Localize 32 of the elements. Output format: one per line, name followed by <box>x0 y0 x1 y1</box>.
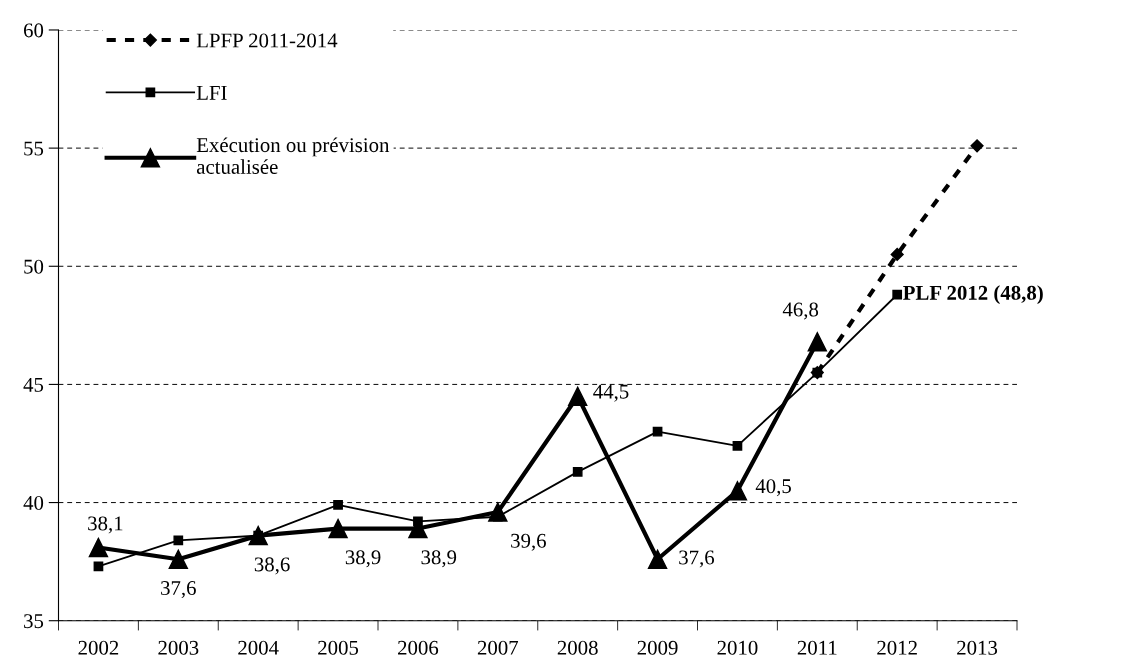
y-tick-label: 50 <box>24 259 44 274</box>
y-tick-label: 55 <box>24 141 44 156</box>
x-tick-label: 2011 <box>797 640 837 655</box>
x-tick-label: 2004 <box>238 640 279 655</box>
data-label: 38,9 <box>345 550 381 568</box>
x-tick-label: 2013 <box>957 640 998 655</box>
data-label: 40,5 <box>755 479 791 497</box>
annotation: PLF 2012 (48,8) <box>903 285 1043 305</box>
data-label: 46,8 <box>782 302 819 320</box>
y-tick-label: 40 <box>23 495 44 510</box>
y-tick-label: 60 <box>23 23 44 38</box>
data-label: 38,1 <box>88 516 123 534</box>
x-tick-label: 2007 <box>477 640 519 655</box>
data-label: 37,6 <box>679 550 715 568</box>
legend-label: LFI <box>196 86 227 100</box>
x-tick-label: 2008 <box>557 640 598 655</box>
y-tick-label: 45 <box>23 377 44 392</box>
legend-label: LPFP 2011-2014 <box>196 33 338 48</box>
data-label: 37,6 <box>161 581 196 599</box>
x-tick-label: 2010 <box>717 640 758 655</box>
x-tick-label: 2012 <box>877 640 917 655</box>
legend-label: Exécution ou prévision actualisée <box>196 137 390 174</box>
x-tick-label: 2003 <box>158 640 199 655</box>
data-label: 39,6 <box>511 533 546 551</box>
data-label: 38,6 <box>254 557 290 575</box>
x-tick-label: 2009 <box>637 640 678 655</box>
data-label: 44,5 <box>593 384 629 402</box>
data-label: 38,9 <box>421 550 457 568</box>
x-tick-label: 2002 <box>78 640 119 655</box>
x-tick-label: 2006 <box>398 640 439 655</box>
y-tick-label: 35 <box>24 614 44 629</box>
x-tick-label: 2005 <box>318 640 359 655</box>
